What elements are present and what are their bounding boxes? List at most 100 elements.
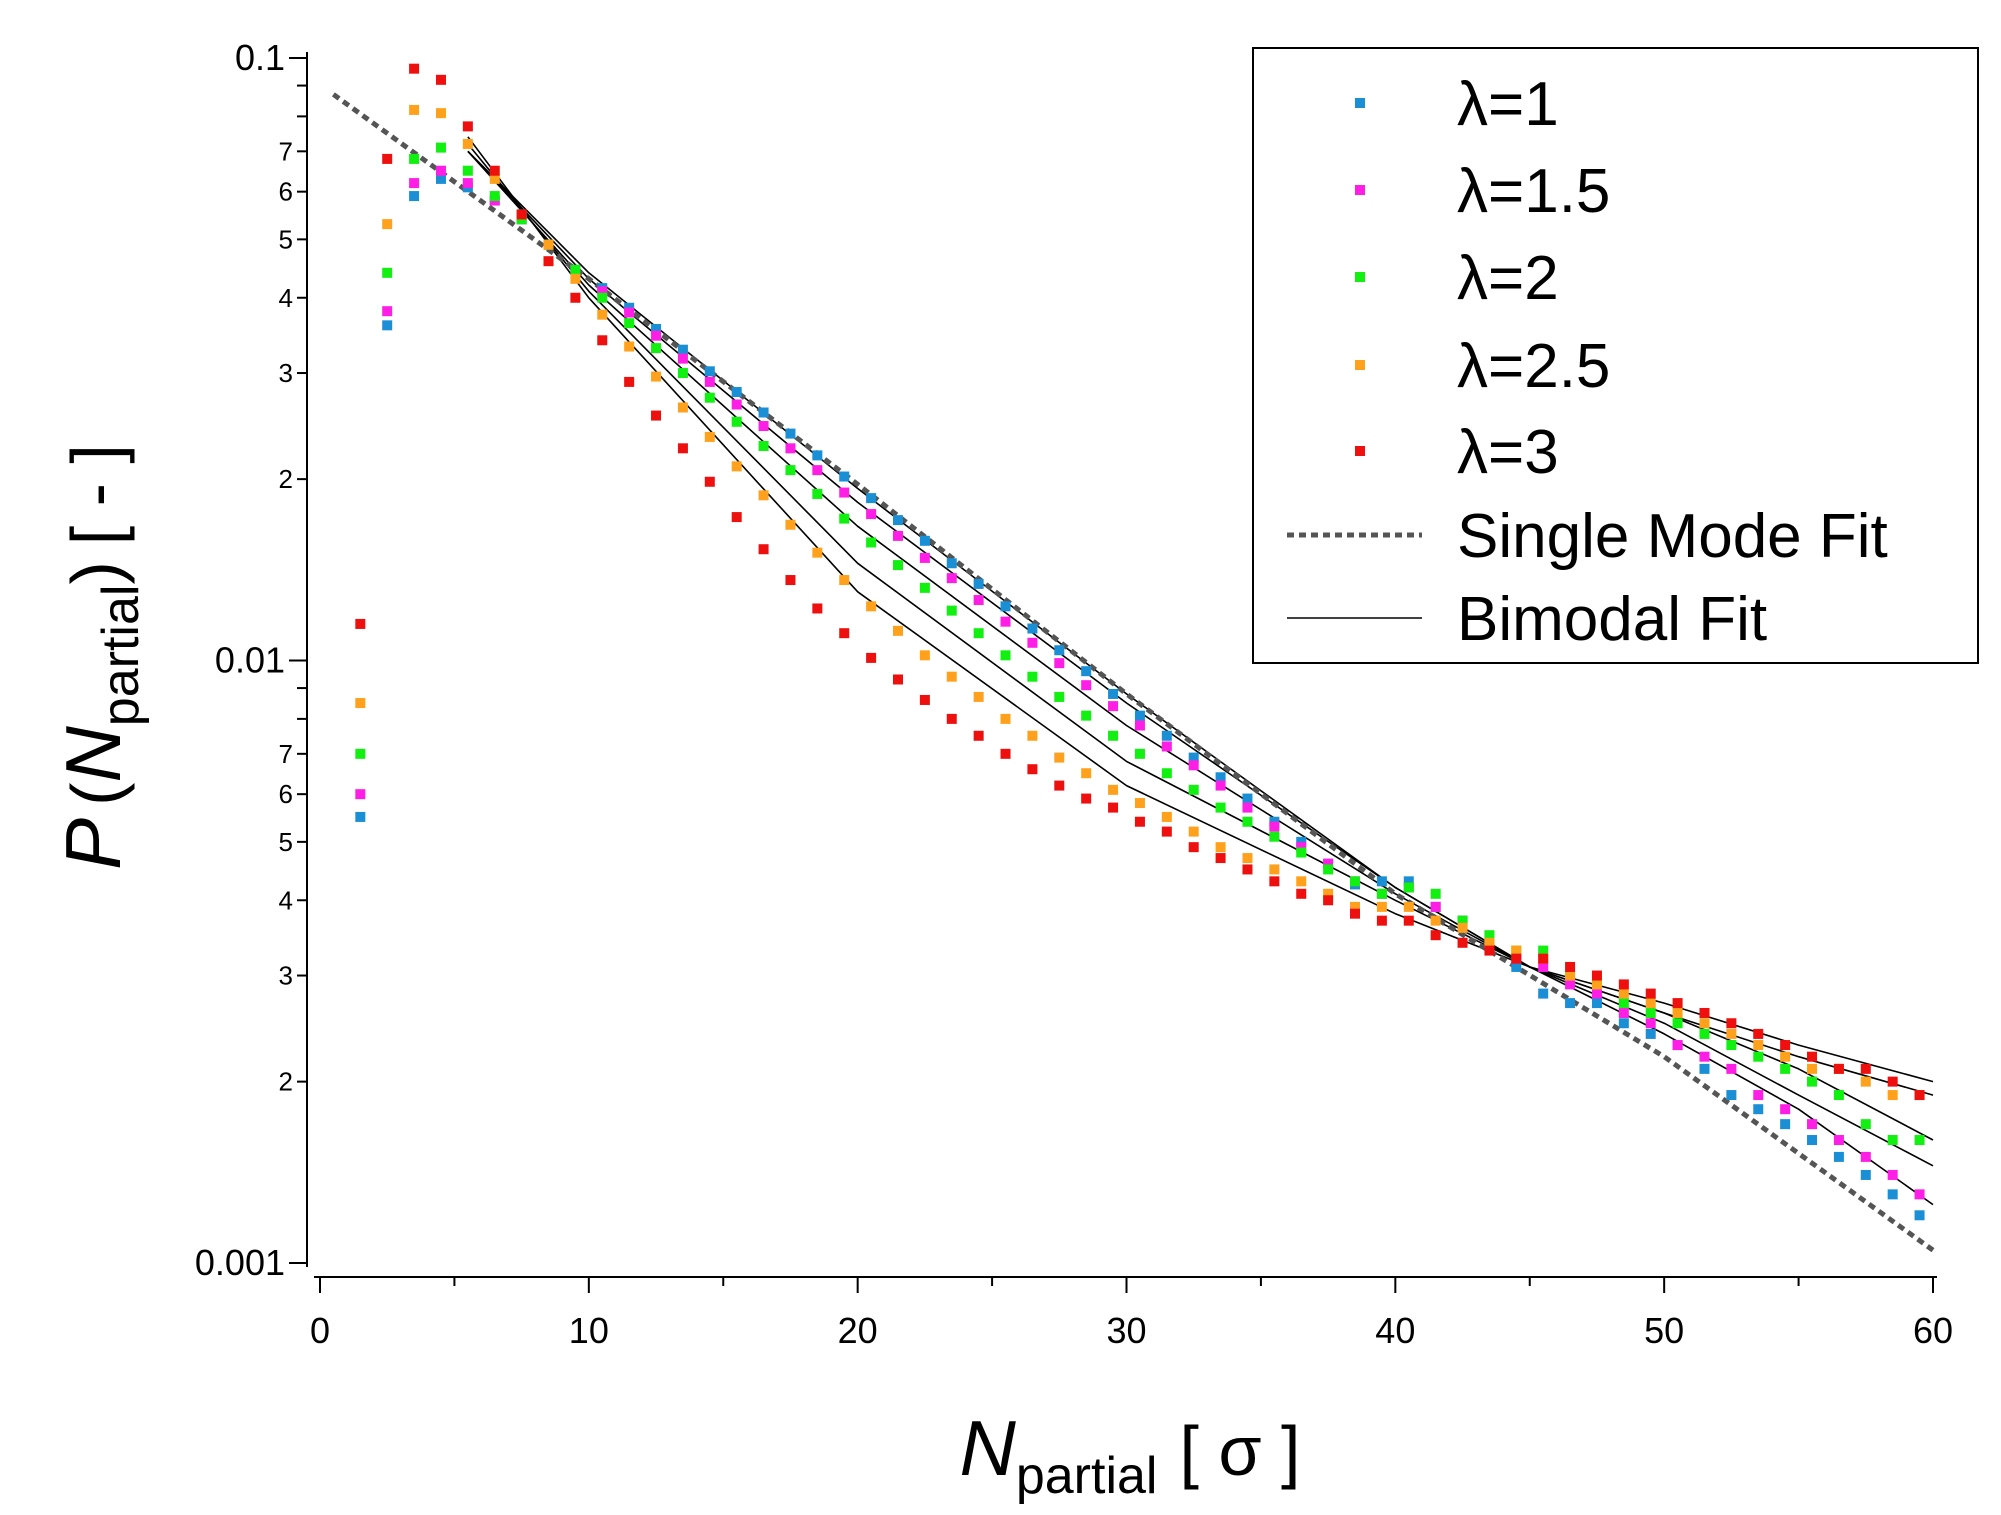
data-point [489, 165, 500, 176]
data-point [597, 335, 608, 346]
data-point [1430, 915, 1441, 926]
data-point [677, 353, 688, 364]
data-point [1591, 998, 1602, 1009]
data-point [1081, 710, 1092, 721]
data-point [839, 471, 850, 482]
x-tick-label: 40 [1375, 1310, 1415, 1351]
data-point [1726, 1063, 1737, 1074]
data-point [1511, 945, 1522, 956]
data-point [435, 165, 446, 176]
data-point [409, 191, 420, 202]
data-point [382, 320, 393, 331]
data-point [946, 671, 957, 682]
data-point [1726, 1018, 1737, 1029]
data-point [758, 421, 769, 432]
data-point [1134, 710, 1145, 721]
data-point [1027, 764, 1038, 775]
legend-marker [1355, 272, 1365, 282]
y-axis-title-main: P [49, 818, 137, 870]
y-axis-title-sub: partial [92, 585, 150, 727]
data-point [1376, 901, 1387, 912]
data-point [543, 256, 554, 267]
data-point [597, 292, 608, 303]
legend-label: λ=2 [1457, 244, 1559, 313]
data-point [946, 573, 957, 584]
data-point [1108, 802, 1119, 813]
data-point [409, 63, 420, 74]
y-minor-tick-label: 5 [279, 224, 293, 254]
data-point [704, 476, 715, 487]
data-point [1833, 1063, 1844, 1074]
legend-label: Bimodal Fit [1457, 585, 1767, 654]
x-tick-label: 50 [1644, 1310, 1684, 1351]
data-point [1188, 784, 1199, 795]
data-point [1350, 908, 1361, 919]
data-point [758, 440, 769, 451]
data-point [1807, 1051, 1818, 1062]
legend-marker [1355, 185, 1365, 195]
data-point [704, 376, 715, 387]
data-point [1618, 998, 1629, 1009]
data-point [1672, 998, 1683, 1009]
data-point [1269, 821, 1280, 832]
y-minor-tick-label: 5 [279, 827, 293, 857]
data-point [731, 461, 742, 472]
legend-label: Single Mode Fit [1457, 502, 1888, 571]
data-point [1672, 1007, 1683, 1018]
data-point [946, 558, 957, 569]
data-point [1350, 876, 1361, 887]
legend-label: λ=3 [1457, 418, 1559, 487]
data-point [1807, 1076, 1818, 1087]
x-tick-label: 10 [569, 1310, 609, 1351]
data-point [812, 603, 823, 614]
data-point [1887, 1169, 1898, 1180]
data-point [462, 165, 473, 176]
data-point [1430, 888, 1441, 899]
data-point [1726, 1090, 1737, 1101]
data-point [382, 219, 393, 230]
data-point [1726, 1028, 1737, 1039]
data-point [1887, 1189, 1898, 1200]
data-point [1645, 988, 1656, 999]
data-point [1296, 836, 1307, 847]
data-point [1242, 853, 1253, 864]
data-point [435, 173, 446, 184]
data-point [543, 239, 554, 250]
data-point [1645, 998, 1656, 1009]
legend-label: λ=1 [1457, 70, 1559, 139]
data-point [1860, 1119, 1871, 1130]
y-minor-tick-label: 7 [279, 136, 293, 166]
y-minor-tick-label: 6 [279, 779, 293, 809]
data-point [1591, 979, 1602, 990]
data-point [1753, 1090, 1764, 1101]
data-point [812, 547, 823, 558]
data-point [1215, 802, 1226, 813]
data-point [1699, 1051, 1710, 1062]
data-point [1538, 961, 1549, 972]
plot-area [331, 63, 1935, 1253]
data-point [1027, 671, 1038, 682]
data-point [731, 387, 742, 398]
series-4 [355, 104, 1925, 1101]
data-point [1860, 1169, 1871, 1180]
data-point [489, 191, 500, 202]
data-point [1753, 1040, 1764, 1051]
data-point [704, 366, 715, 377]
data-point [1618, 988, 1629, 999]
y-minor-tick-label: 4 [279, 885, 293, 915]
data-point [1699, 1007, 1710, 1018]
data-point [1618, 1018, 1629, 1029]
data-point [435, 74, 446, 85]
data-point [1000, 616, 1011, 627]
data-point [382, 306, 393, 317]
data-point [1511, 961, 1522, 972]
data-point [973, 730, 984, 741]
data-point [1296, 847, 1307, 858]
data-point [489, 173, 500, 184]
data-point [1807, 1063, 1818, 1074]
data-point [704, 431, 715, 442]
data-point [1699, 1028, 1710, 1039]
data-point [516, 209, 527, 220]
data-point [651, 371, 662, 382]
data-point [1000, 748, 1011, 759]
